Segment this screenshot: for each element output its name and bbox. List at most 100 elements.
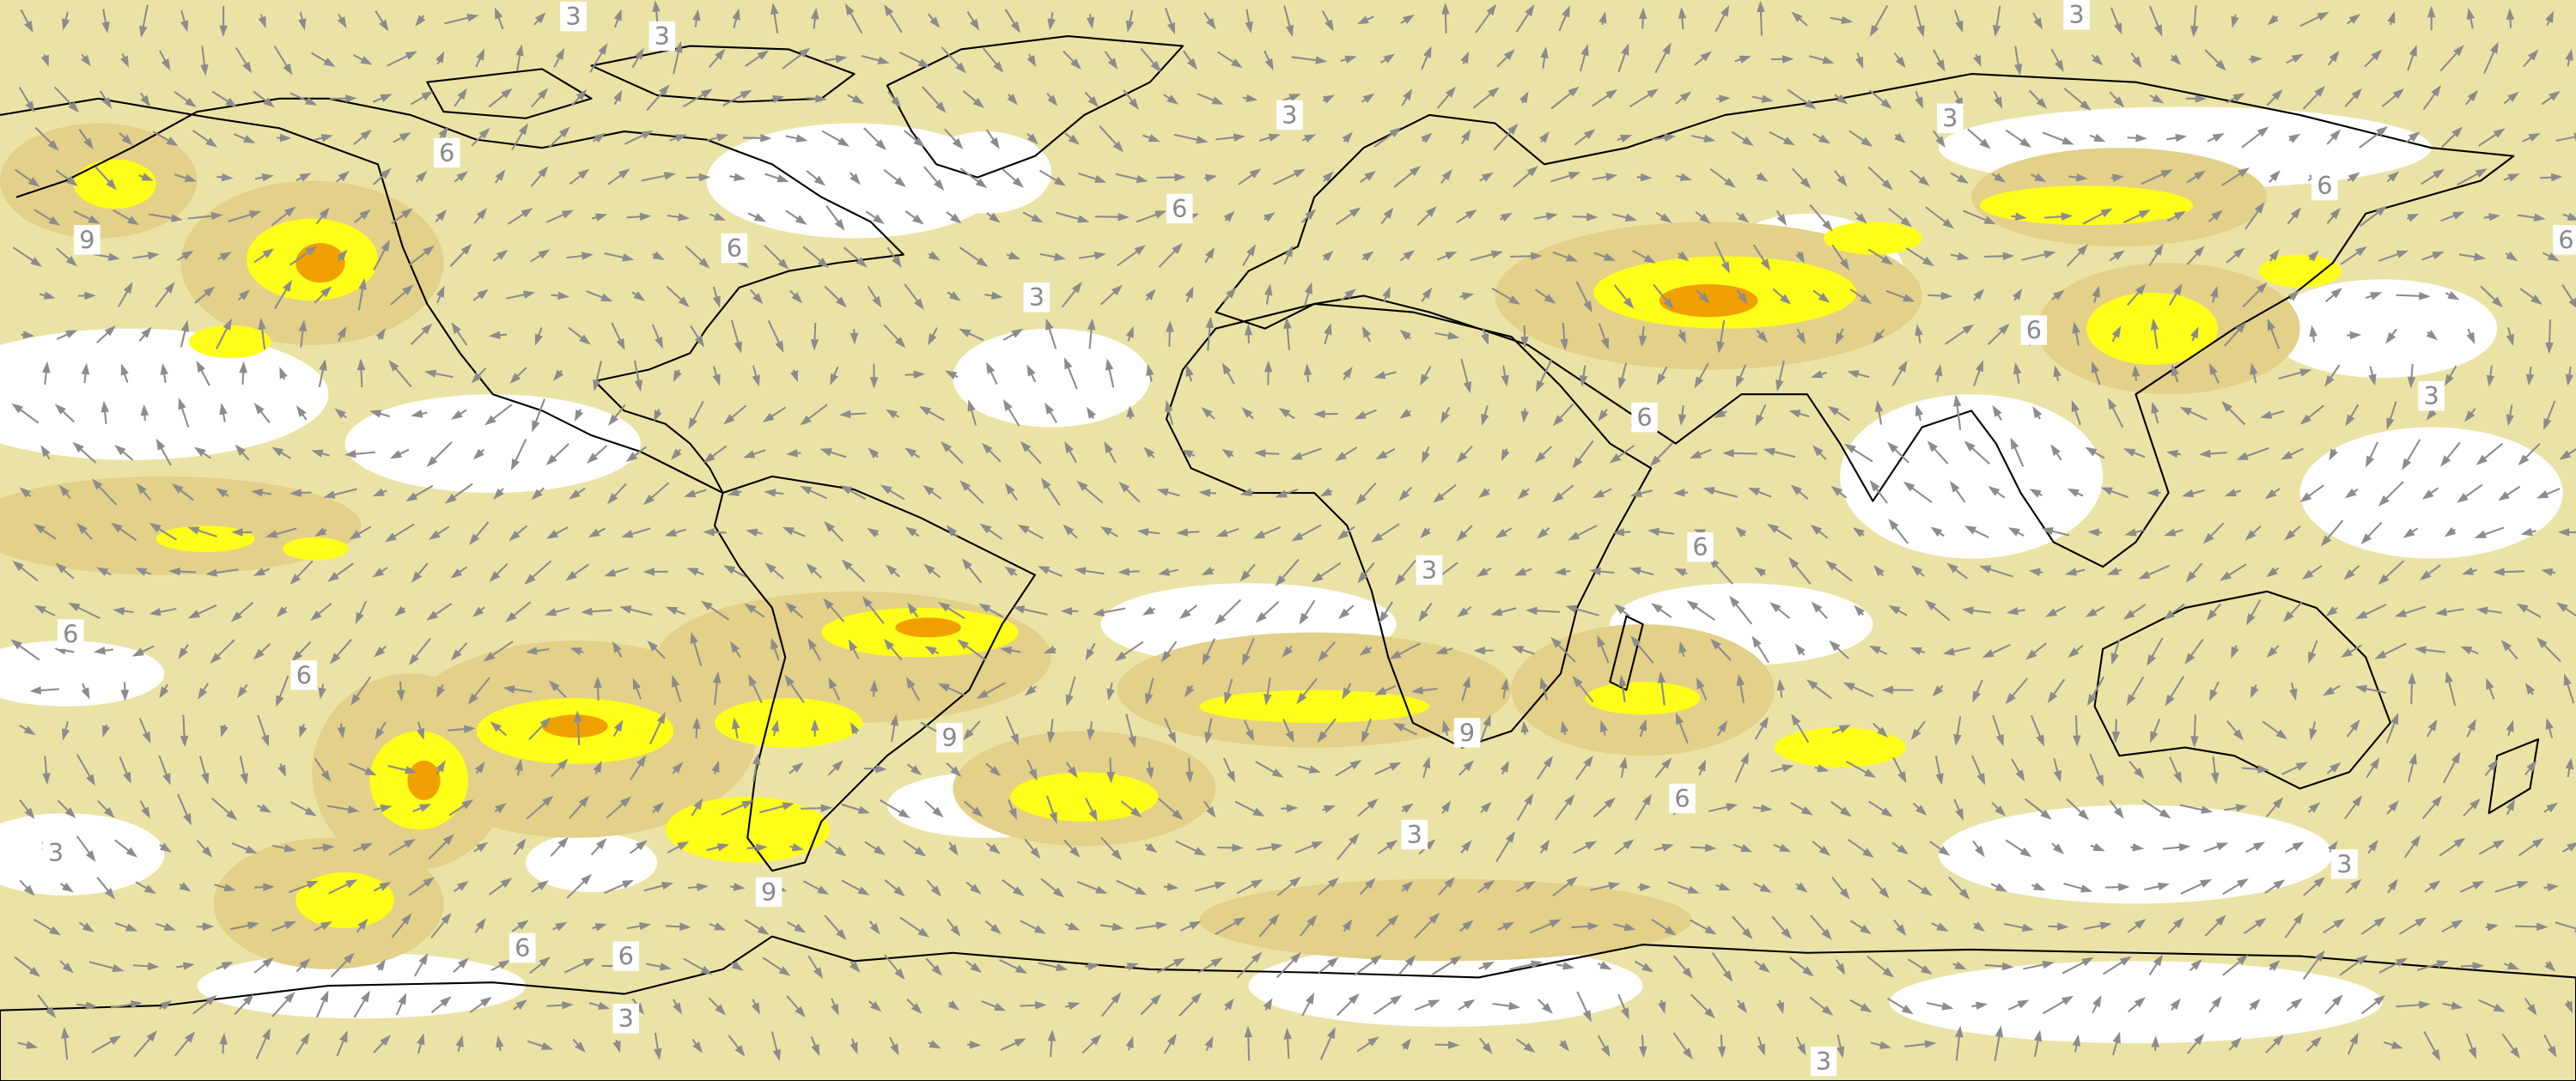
wind-arrow-head: [2440, 455, 2451, 467]
wind-arrow-head: [2488, 759, 2499, 772]
wind-arrow-head: [1759, 716, 1769, 729]
wind-arrow-head: [595, 838, 607, 850]
wind-arrow-head: [2527, 49, 2539, 61]
wind-arrow-head: [1827, 405, 1840, 416]
wind-arrow-head: [2099, 921, 2112, 930]
wind-arrow-head: [374, 647, 386, 658]
wind-arrow-head: [1501, 448, 1510, 462]
wind-arrow-head: [253, 568, 265, 576]
wind-arrow-head: [1830, 485, 1843, 496]
wind-arrow-head: [970, 18, 980, 31]
wind-arrow-head: [1004, 566, 1017, 577]
wind-arrow-head: [2078, 809, 2090, 821]
wind-arrow-head: [2073, 735, 2081, 747]
wind-arrow-head: [2092, 994, 2102, 1008]
wind-arrow-head: [894, 176, 906, 187]
contour-label-box: [1936, 103, 1964, 133]
wind-arrow-head: [778, 966, 791, 976]
wind-arrow-head: [1818, 292, 1830, 303]
wind-arrow-head: [664, 528, 677, 537]
wind-arrow-head: [1342, 131, 1353, 143]
wind-arrow-head: [2113, 807, 2124, 819]
wind-arrow-head: [2507, 961, 2520, 970]
wind-arrow-head: [2067, 488, 2080, 497]
wind-arrow-head: [1587, 922, 1599, 931]
wind-arrow-head: [502, 685, 515, 694]
wind-arrow-head: [2198, 449, 2211, 459]
wind-arrow-head: [2249, 999, 2261, 1011]
madagascar: [1609, 615, 1644, 691]
wind-arrow-head: [2036, 97, 2048, 109]
wind-arrow-head: [450, 410, 463, 420]
wind-arrow-head: [2431, 84, 2442, 97]
contour-label: 3: [612, 1004, 640, 1034]
wind-arrow-head: [30, 257, 43, 267]
wind-arrow-head: [634, 1003, 644, 1015]
wind-arrow-head: [1994, 1025, 2004, 1038]
wind-arrow-head: [1251, 879, 1264, 889]
wind-arrow-head: [2194, 246, 2205, 258]
wind-arrow-head: [1383, 207, 1394, 220]
wind-arrow-head: [764, 489, 776, 497]
wind-arrow-head: [1007, 94, 1018, 106]
wind-arrow-head: [1187, 58, 1197, 70]
wind-arrow-head: [1558, 1040, 1569, 1052]
wind-arrow-head: [96, 567, 109, 576]
wind-arrow-head: [259, 804, 272, 813]
wind-arrow-head: [426, 610, 439, 621]
wind-arrow-head: [29, 686, 42, 695]
wind-arrow-head: [800, 485, 813, 495]
wind-arrow-head: [2323, 686, 2335, 696]
wind-arrow-head: [813, 967, 824, 980]
wind-arrow-head: [2135, 283, 2147, 295]
moderate-area: [0, 476, 362, 575]
wind-arrow-head: [1881, 685, 1893, 695]
wind-arrow-head: [518, 123, 528, 136]
wind-arrow-head: [1776, 678, 1786, 691]
wind-arrow-head: [714, 922, 727, 931]
wind-arrow-head: [1480, 801, 1492, 813]
wind-arrow-head: [1554, 567, 1567, 576]
wind-arrow-head: [776, 174, 789, 183]
wind-arrow-head: [493, 488, 504, 501]
wind-arrow-head: [1064, 441, 1074, 454]
wind-arrow-head: [201, 772, 210, 786]
wind-arrow-head: [329, 653, 341, 665]
contour-label-box: [1810, 1046, 1837, 1077]
wind-arrow-head: [1603, 252, 1617, 261]
contour-label-text: 3: [655, 21, 670, 51]
wind-arrow-head: [734, 173, 746, 181]
wind-arrow-head: [222, 318, 233, 331]
wind-arrow-head: [1860, 924, 1872, 935]
wind-arrow-head: [2317, 11, 2329, 21]
wind-arrow-head: [1367, 798, 1379, 810]
wind-arrow-head: [1026, 364, 1036, 377]
contour-label-box: [1401, 819, 1428, 850]
wind-arrow-head: [1619, 756, 1628, 769]
wind-arrow-head: [421, 323, 433, 335]
wind-arrow-head: [1614, 604, 1626, 615]
wind-arrow-head: [672, 762, 684, 774]
wind-arrow-head: [231, 528, 243, 537]
wind-arrow-head: [2061, 212, 2074, 221]
wind-arrow-head: [1282, 646, 1293, 658]
wind-arrow-head: [509, 530, 521, 542]
wind-arrow-head: [1030, 847, 1041, 859]
wind-arrow-head: [792, 762, 804, 773]
calm-area: [1938, 805, 2333, 904]
wind-arrow-head: [1852, 527, 1865, 537]
wind-arrow-head: [1551, 492, 1564, 503]
wind-arrow-head: [555, 921, 568, 932]
wind-arrow-head: [2152, 94, 2165, 104]
wind-arrow-head: [914, 847, 927, 857]
wind-arrow-head: [1767, 523, 1780, 534]
wind-arrow-head: [1172, 957, 1185, 968]
wind-arrow-head: [456, 171, 468, 182]
wind-arrow-head: [1936, 59, 1946, 72]
wind-arrow-head: [1860, 137, 1873, 148]
wind-arrow-head: [1428, 999, 1440, 1008]
contour-label: 6: [2553, 225, 2576, 255]
wind-arrow-head: [941, 440, 952, 452]
wind-arrow-head: [1125, 1035, 1134, 1048]
wind-arrow-head: [2052, 843, 2065, 854]
